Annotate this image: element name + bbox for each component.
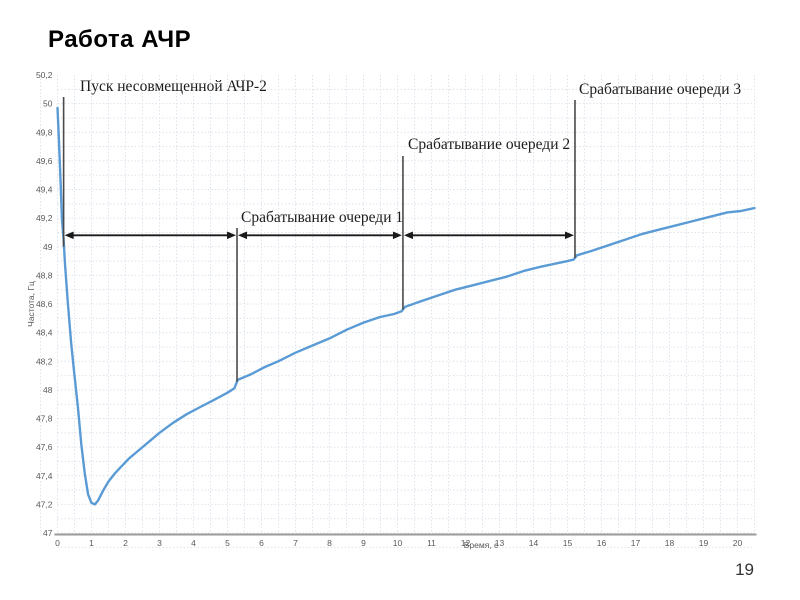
y-tick-label: 48,6 xyxy=(36,299,53,309)
y-tick-label: 47,4 xyxy=(36,471,53,481)
x-tick-label: 19 xyxy=(699,538,709,548)
x-tick-label: 14 xyxy=(529,538,539,548)
x-tick-label: 3 xyxy=(157,538,162,548)
x-tick-label: 18 xyxy=(665,538,675,548)
annotation-stage2-trip: Срабатывание очереди 2 xyxy=(408,136,571,153)
frequency-curve xyxy=(56,106,756,506)
x-tick-label: 15 xyxy=(563,538,573,548)
arrowhead-left-icon xyxy=(64,231,74,240)
x-tick-label: 10 xyxy=(393,538,403,548)
y-tick-label: 49,4 xyxy=(36,185,53,195)
x-tick-label: 0 xyxy=(55,538,60,548)
y-tick-label: 47,6 xyxy=(36,442,53,452)
annotation-stage3-trip: Срабатывание очереди 3 xyxy=(579,81,742,98)
x-tick-label: 1 xyxy=(89,538,94,548)
x-tick-label: 12 xyxy=(461,538,471,548)
y-tick-label: 48,4 xyxy=(36,328,53,338)
y-tick-label: 49,6 xyxy=(36,156,53,166)
x-tick-label: 11 xyxy=(427,538,436,548)
y-tick-label: 48,2 xyxy=(36,356,53,366)
x-tick-label: 13 xyxy=(495,538,505,548)
arrowhead-left-icon xyxy=(403,231,413,240)
y-tick-label: 50 xyxy=(43,99,53,109)
annotation-stage1-trip: Срабатывание очереди 1 xyxy=(241,209,404,226)
y-tick-label: 48,8 xyxy=(36,270,53,280)
x-tick-label: 17 xyxy=(631,538,641,548)
arrowhead-right-icon xyxy=(227,231,237,240)
y-tick-label: 47 xyxy=(43,528,53,538)
x-tick-label: 4 xyxy=(191,538,196,548)
y-tick-label: 49,8 xyxy=(36,127,53,137)
page-number: 19 xyxy=(735,560,754,579)
x-tick-label: 16 xyxy=(597,538,607,548)
arrowhead-left-icon xyxy=(238,231,248,240)
x-tick-label: 8 xyxy=(327,538,332,548)
annotation-achr2-start: Пуск несовмещенной АЧР-2 xyxy=(80,78,267,95)
x-tick-label: 20 xyxy=(733,538,743,548)
x-tick-label: 7 xyxy=(293,538,298,548)
y-axis-title: Частота, Гц xyxy=(26,281,36,327)
slide-title: Работа АЧР xyxy=(48,26,192,53)
y-tick-label: 47,2 xyxy=(36,499,53,509)
x-axis-title: Время, с xyxy=(463,540,499,550)
y-tick-label: 47,8 xyxy=(36,414,53,424)
arrowhead-right-icon xyxy=(392,231,402,240)
x-tick-label: 6 xyxy=(259,538,264,548)
arrowhead-right-icon xyxy=(564,231,574,240)
x-tick-label: 9 xyxy=(361,538,366,548)
x-tick-label: 2 xyxy=(123,538,128,548)
x-tick-label: 5 xyxy=(225,538,230,548)
y-tick-label: 49,2 xyxy=(36,213,53,223)
y-tick-label: 49 xyxy=(43,242,53,252)
y-tick-label: 48 xyxy=(43,385,53,395)
y-tick-label: 50,2 xyxy=(36,70,53,80)
